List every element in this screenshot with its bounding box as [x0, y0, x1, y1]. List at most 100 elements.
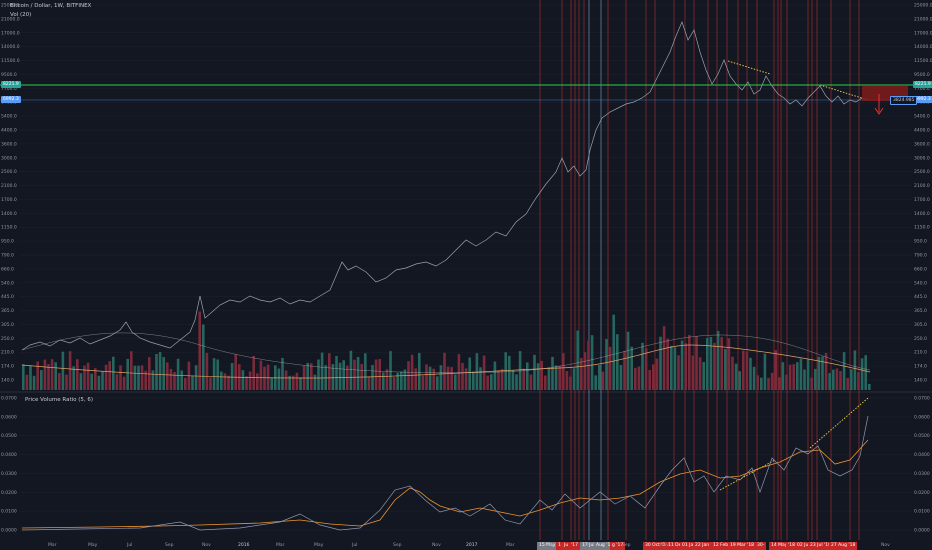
price-tag-blue-level: 6992.3	[1, 96, 21, 103]
indicator-axis-label-left: 0.0300	[1, 471, 17, 477]
volume-bar	[68, 351, 72, 390]
volume-bar	[493, 361, 497, 390]
volume-bar	[598, 365, 601, 390]
volume-bar	[54, 362, 57, 390]
trendline-lower	[819, 84, 869, 101]
volume-bar	[76, 359, 79, 390]
volume-bar	[133, 365, 137, 390]
volume-bar	[835, 368, 839, 390]
volume-bar	[112, 356, 115, 390]
volume-bar	[742, 350, 745, 390]
volume-bar	[576, 330, 579, 390]
volume-bar	[36, 361, 39, 390]
volume-bar	[572, 368, 576, 390]
pvr-slow-line	[21, 439, 869, 529]
volume-bar	[306, 362, 309, 390]
volume-bar	[263, 366, 266, 390]
volume-bar	[824, 352, 828, 390]
volume-bar	[666, 338, 669, 390]
volume-bar	[414, 368, 417, 390]
volume-bar	[684, 343, 687, 390]
volume-bar	[850, 369, 853, 390]
date-marker-tag: 27 Aug '18	[829, 542, 858, 550]
price-tag-blue-level: 6992.3	[913, 96, 932, 103]
volume-bar	[490, 374, 493, 390]
volume-bar	[706, 337, 709, 390]
volume-bar	[605, 339, 608, 390]
volume-bar	[677, 355, 680, 390]
volume-bar	[709, 337, 713, 390]
price-axis-label-left: 9500.0	[1, 72, 17, 78]
date-marker-tag: 30 Oct '17	[643, 542, 671, 550]
volume-bar	[292, 375, 295, 390]
volume-bar	[176, 358, 180, 390]
volume-bar	[83, 365, 86, 390]
indicator-axis-label-right: 0.0600	[914, 414, 930, 420]
volume-bar	[680, 340, 684, 390]
volume-bar	[472, 371, 475, 390]
volume-bar	[626, 331, 630, 390]
volume-bar	[569, 376, 572, 390]
time-axis-label: Nov	[432, 543, 441, 548]
volume-bar	[724, 349, 727, 390]
volume-bar	[356, 356, 360, 390]
time-axis-label: Jul	[352, 543, 358, 548]
volume-bar	[799, 358, 803, 390]
volume-bar	[396, 372, 399, 390]
date-marker-tag: 30-	[755, 542, 767, 550]
price-axis-label-left: 540.0	[1, 280, 14, 286]
time-axis-label: Jul	[584, 543, 590, 548]
volume-ma-line	[21, 344, 871, 379]
time-axis-label: Nov	[660, 543, 669, 548]
volume-bar	[504, 352, 507, 390]
date-marker-tag: '17	[569, 542, 580, 550]
price-axis-label-right: 25000.0	[914, 3, 932, 9]
volume-bar	[227, 375, 230, 390]
volume-bar	[468, 357, 471, 390]
price-axis-label-right: 5400.0	[914, 114, 930, 120]
price-axis-label-left: 140.0	[1, 378, 14, 384]
price-axis-label-right: 660.0	[914, 266, 927, 272]
volume-bar	[353, 359, 356, 390]
volume-bar	[173, 371, 176, 390]
indicator-axis-label-right: 0.0400	[914, 452, 930, 458]
volume-bar	[497, 370, 500, 390]
price-axis-label-right: 9500.0	[914, 72, 930, 78]
volume-bar	[860, 358, 864, 390]
volume-bar	[151, 370, 155, 390]
volume-bar	[259, 360, 263, 390]
volume-bar	[61, 351, 65, 390]
time-axis-label: May	[545, 543, 555, 548]
price-axis-label-left: 950.0	[1, 239, 14, 245]
time-axis-label: May	[314, 543, 324, 548]
price-axis-label-left: 1700.0	[1, 197, 17, 203]
volume-bar	[421, 375, 425, 390]
volume-bar	[796, 362, 799, 390]
volume-bar	[25, 374, 29, 390]
volume-bar	[270, 377, 273, 390]
price-axis-label-right: 305.0	[914, 322, 927, 328]
date-marker-tag: 14 May '18	[769, 542, 798, 550]
volume-bar	[86, 362, 90, 390]
indicator-axis-label-left: 0.0600	[1, 414, 17, 420]
volume-bar	[745, 351, 749, 390]
volume-bar	[648, 369, 651, 390]
time-axis-label: Mar	[48, 543, 57, 548]
volume-bar	[155, 353, 158, 390]
indicator-axis-label-left: 0.0400	[1, 452, 17, 458]
volume-bar	[475, 353, 479, 390]
volume-bar	[486, 375, 489, 390]
volume-bar	[580, 358, 583, 390]
volume-bar	[637, 366, 641, 390]
volume-bar	[320, 352, 324, 390]
volume-bar	[788, 364, 792, 390]
volume-bar	[846, 377, 849, 390]
volume-bar	[22, 364, 25, 390]
date-marker-tag: 11 Dec	[666, 542, 686, 550]
volume-bar	[536, 363, 540, 390]
volume-bar	[97, 375, 101, 390]
indicator-axis-label-left: 0.0700	[1, 396, 17, 402]
volume-ma-line-2	[21, 332, 871, 374]
